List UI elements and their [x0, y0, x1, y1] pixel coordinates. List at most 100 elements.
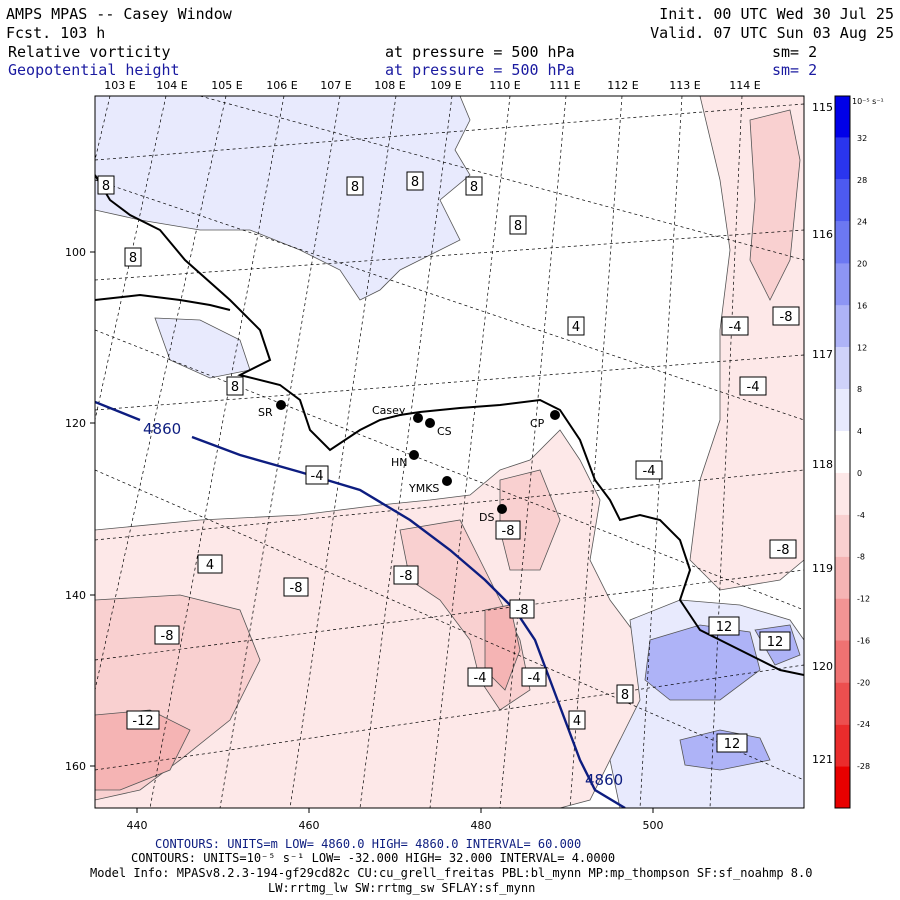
- field1-smoothing: sm= 2: [772, 43, 817, 61]
- svg-text:-4: -4: [643, 464, 656, 479]
- vorticity-contour-info: CONTOURS: UNITS=10⁻⁵ s⁻¹ LOW= -32.000 HI…: [131, 851, 615, 865]
- y-tick-label: 140: [65, 589, 86, 602]
- colorbar-swatch: [835, 640, 850, 683]
- x-axis: 440 460 480 500: [127, 808, 664, 832]
- y-axis: 100 120 140 160: [65, 246, 95, 773]
- x-tick-label: 500: [643, 819, 664, 832]
- map-panel: 8 8 8 8 8 8 8 4 -4 -8 -4 -4 -8 -4 -8 -8 …: [94, 95, 805, 809]
- station-marker: [409, 450, 419, 460]
- contour-label: 12: [759, 631, 791, 651]
- svg-text:-8: -8: [400, 569, 413, 584]
- colorbar-tick-label: 20: [857, 260, 867, 269]
- positive-vorticity-area: [95, 96, 471, 301]
- field2-smoothing: sm= 2: [772, 61, 817, 79]
- lon-label: 107 E: [320, 79, 351, 92]
- field2-name: Geopotential height: [8, 61, 180, 79]
- contour-label: -8: [495, 520, 521, 540]
- x-tick-label: 460: [299, 819, 320, 832]
- svg-text:-8: -8: [516, 603, 529, 618]
- contour-label: -4: [739, 376, 767, 396]
- contour-label: 4: [567, 316, 585, 336]
- colorbar-tick-label: 4: [857, 427, 862, 436]
- colorbar-swatch: [835, 472, 850, 515]
- lon-label: 109 E: [430, 79, 461, 92]
- field1-pressure: at pressure = 500 hPa: [385, 43, 575, 61]
- contour-label: -8: [772, 306, 800, 326]
- title: AMPS MPAS -- Casey Window: [6, 5, 233, 23]
- colorbar-swatch: [835, 179, 850, 222]
- colorbar-tick-label: 28: [857, 176, 867, 185]
- contour-label: 8: [616, 684, 634, 704]
- station-label: YMKS: [408, 482, 439, 495]
- colorbar-swatch: [835, 514, 850, 557]
- svg-text:4: 4: [572, 320, 580, 335]
- colorbar-swatch: [835, 305, 850, 348]
- lon-label: 110 E: [489, 79, 520, 92]
- colorbar-tick-label: -16: [857, 636, 870, 645]
- contour-label: -8: [509, 599, 535, 619]
- svg-text:8: 8: [129, 251, 137, 266]
- svg-text:4: 4: [206, 558, 214, 573]
- y-tick-label: 160: [65, 760, 86, 773]
- contour-label: 8: [124, 247, 142, 267]
- coastline: [95, 293, 231, 311]
- svg-text:8: 8: [102, 179, 110, 194]
- lon-label: 114 E: [729, 79, 760, 92]
- contour-label: 8: [509, 215, 527, 235]
- station-marker: [497, 504, 507, 514]
- svg-text:-8: -8: [502, 524, 515, 539]
- colorbar-tick-label: -24: [857, 720, 870, 729]
- positive-vorticity-area: [644, 624, 761, 701]
- colorbar-tick-label: 24: [857, 218, 867, 227]
- valid-time: Valid. 07 UTC Sun 03 Aug 25: [650, 24, 894, 42]
- y-tick-label: 100: [65, 246, 86, 259]
- negative-vorticity-area: [95, 709, 191, 791]
- svg-text:-4: -4: [311, 469, 324, 484]
- station-marker: [276, 400, 286, 410]
- station-marker: [550, 410, 560, 420]
- svg-text:-8: -8: [780, 310, 793, 325]
- station-marker: [413, 413, 423, 423]
- colorbar-tick-label: 8: [857, 385, 862, 394]
- x-tick-label: 480: [471, 819, 492, 832]
- colorbar-swatch: [835, 96, 850, 138]
- svg-text:8: 8: [470, 180, 478, 195]
- contour-label: 4: [568, 710, 586, 730]
- station-label: Casey: [372, 404, 406, 417]
- x-tick-label: 440: [127, 819, 148, 832]
- svg-text:-8: -8: [290, 581, 303, 596]
- map-frame: [94, 95, 805, 809]
- station-label: CS: [437, 425, 452, 438]
- contour-label: 8: [346, 176, 364, 196]
- lon-label: 103 E: [104, 79, 135, 92]
- svg-text:8: 8: [514, 219, 522, 234]
- colorbar-tick-label: -8: [857, 553, 865, 562]
- colorbar-swatch: [835, 766, 850, 808]
- height-label: 4860: [585, 771, 623, 789]
- colorbar-swatch: [835, 724, 850, 767]
- colorbar-tick-label: 32: [857, 134, 867, 143]
- height-label: 4860: [143, 420, 181, 438]
- coastline: [95, 174, 804, 676]
- svg-text:4: 4: [573, 714, 581, 729]
- contour-label: -12: [126, 710, 160, 730]
- svg-text:8: 8: [411, 175, 419, 190]
- contour-label: 12: [708, 616, 740, 636]
- stations: SR Casey CS HN YMKS CP DS: [258, 400, 560, 524]
- svg-text:8: 8: [231, 380, 239, 395]
- contour-label: -8: [769, 539, 797, 559]
- colorbar-swatch: [835, 347, 850, 390]
- colorbar-swatch: [835, 431, 850, 473]
- svg-text:-4: -4: [528, 671, 541, 686]
- colorbar-frame: [834, 95, 851, 809]
- contour-label: 8: [465, 176, 483, 196]
- forecast-hour: Fcst. 103 h: [6, 24, 105, 42]
- graticule: [95, 96, 804, 808]
- lon-label: 104 E: [156, 79, 187, 92]
- contour-label: -4: [467, 667, 493, 687]
- station-label: SR: [258, 406, 273, 419]
- init-time: Init. 00 UTC Wed 30 Jul 25: [659, 5, 894, 23]
- longitude-labels: 103 E 104 E 105 E 106 E 107 E 108 E 109 …: [104, 79, 760, 92]
- colorbar-swatch: [835, 556, 850, 599]
- colorbar-unit: 10⁻⁵ s⁻¹: [852, 97, 884, 106]
